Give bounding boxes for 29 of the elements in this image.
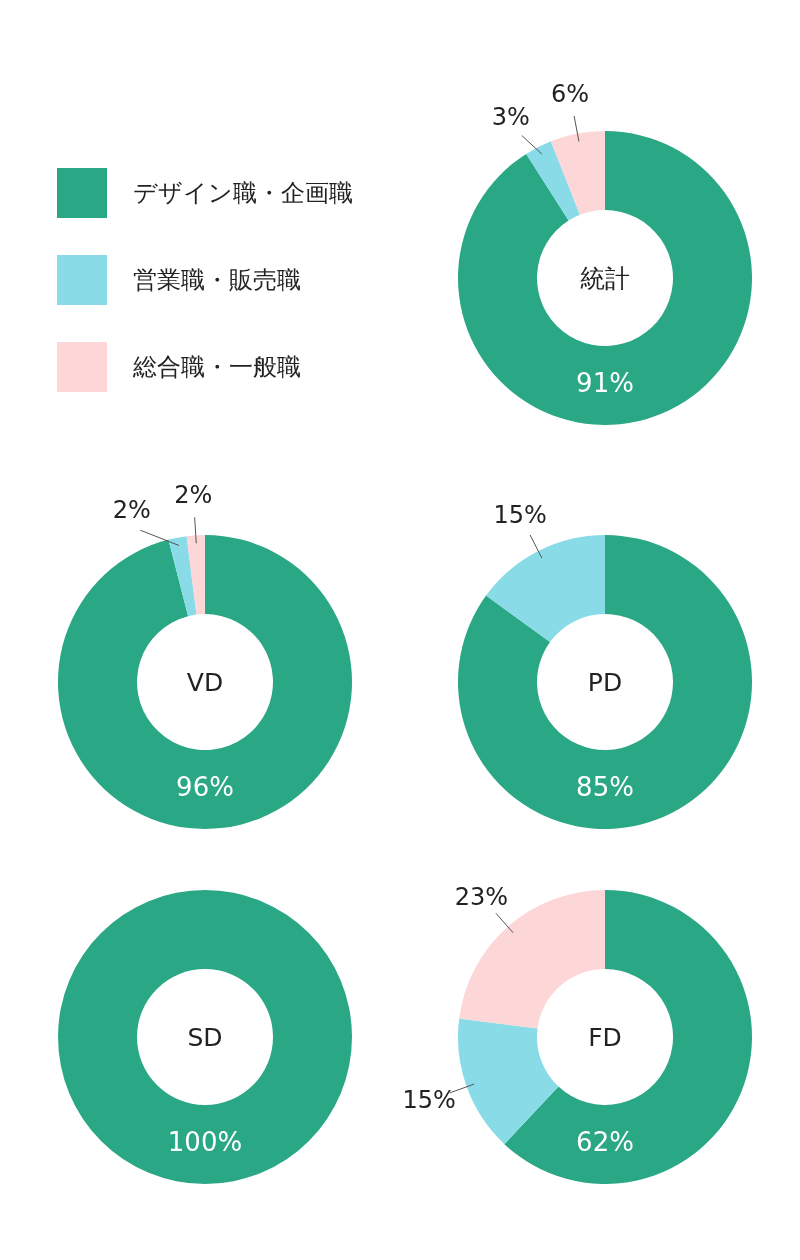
text: 統計 bbox=[580, 263, 630, 293]
data-label: 2% bbox=[112, 495, 151, 524]
donut-slice bbox=[168, 536, 197, 617]
text: SD bbox=[187, 1022, 223, 1052]
data-label: 6% bbox=[550, 80, 589, 109]
donut-slice bbox=[186, 535, 205, 615]
data-label: 91% bbox=[576, 368, 634, 398]
data-label: 2% bbox=[174, 481, 213, 510]
text: PD bbox=[587, 667, 623, 697]
data-label: 85% bbox=[576, 772, 634, 802]
donut-slice bbox=[58, 535, 352, 829]
data-label: 15% bbox=[402, 1086, 456, 1115]
text: FD bbox=[588, 1022, 622, 1052]
donut-slice bbox=[458, 1018, 559, 1145]
legend-label: 総合職・一般職 bbox=[132, 353, 301, 381]
legend-label: デザイン職・企画職 bbox=[133, 179, 353, 207]
donut-slice bbox=[458, 131, 752, 425]
donut-slice bbox=[486, 535, 605, 643]
legend-label: 営業職・販売職 bbox=[133, 266, 301, 294]
data-label: 3% bbox=[491, 102, 530, 131]
data-label: 23% bbox=[454, 882, 509, 911]
data-label: 96% bbox=[176, 772, 234, 802]
text: VD bbox=[186, 667, 224, 697]
donut-slice bbox=[458, 535, 752, 829]
data-label: 100% bbox=[167, 1127, 243, 1157]
donut-slice bbox=[550, 131, 605, 215]
data-label: 62% bbox=[576, 1127, 634, 1157]
donut-slice bbox=[526, 141, 580, 221]
data-label: 15% bbox=[493, 501, 547, 530]
